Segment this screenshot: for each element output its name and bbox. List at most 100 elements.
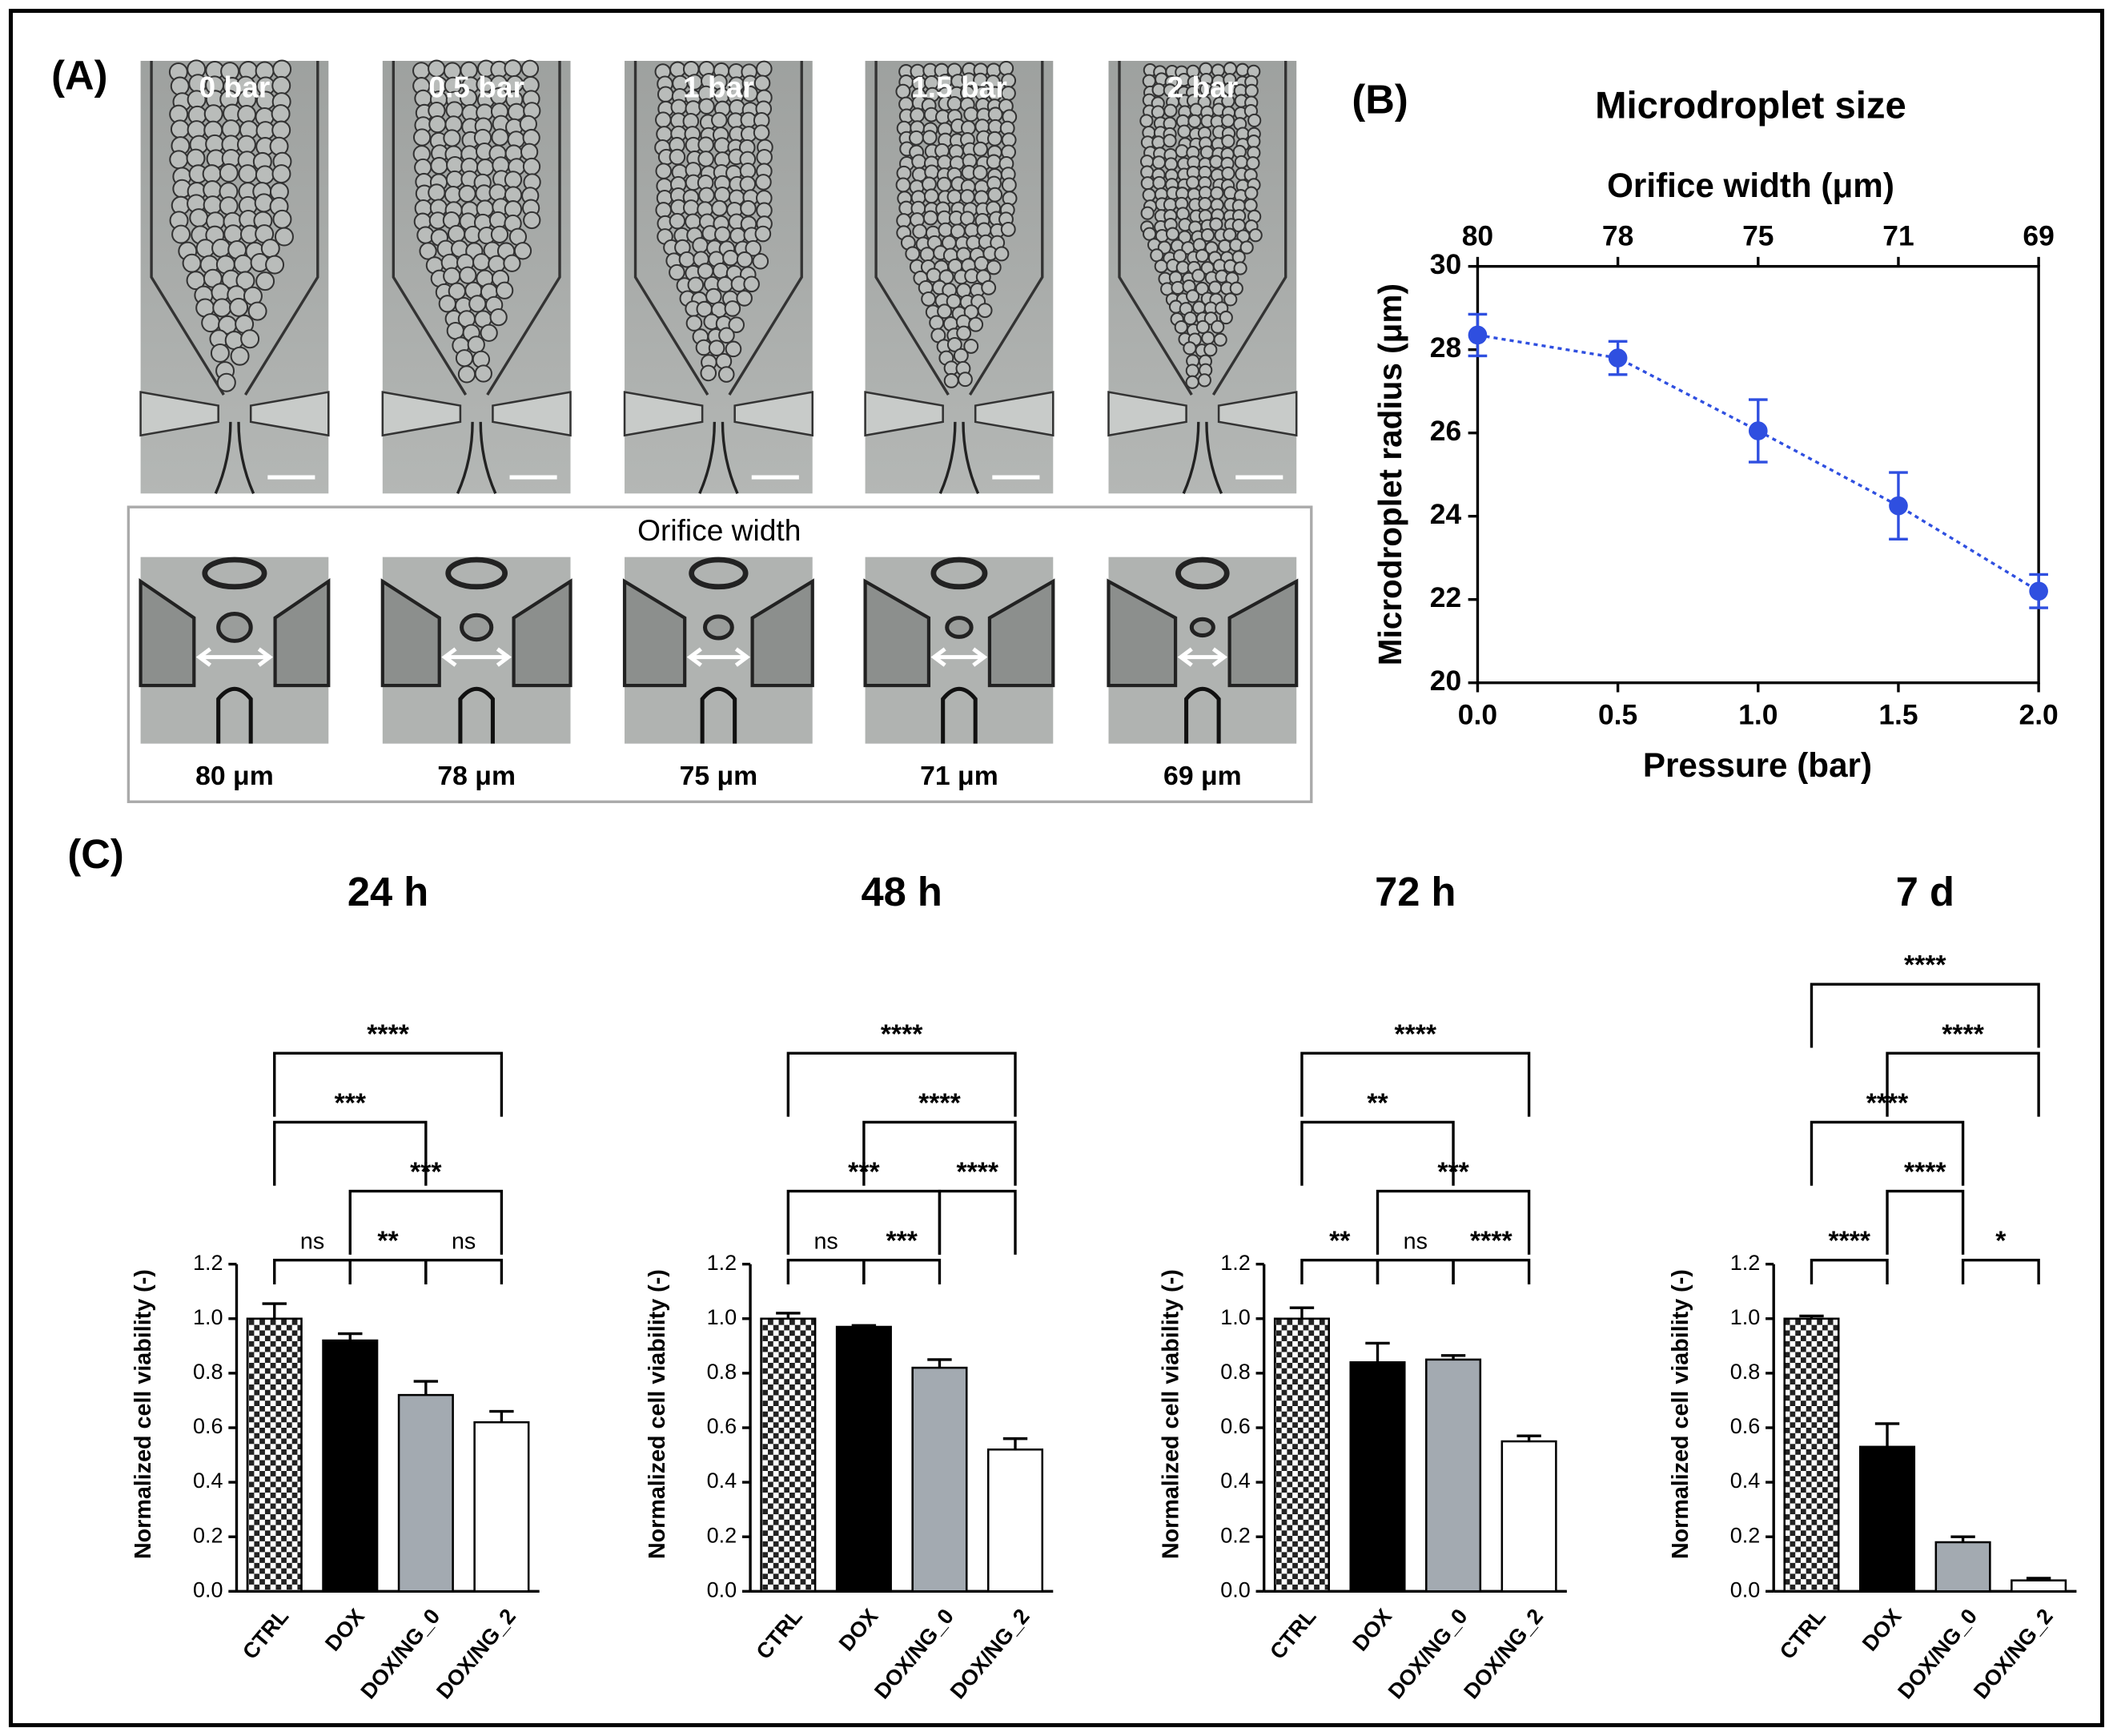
droplet <box>1151 105 1165 119</box>
y-tick-label: 1.0 <box>1730 1305 1761 1329</box>
significance-label: *** <box>335 1087 367 1118</box>
droplet <box>736 290 753 307</box>
y-tick-label: 28 <box>1430 332 1461 364</box>
droplet <box>1185 364 1199 378</box>
droplet <box>711 111 728 129</box>
droplet <box>972 165 988 181</box>
droplet <box>678 251 696 268</box>
y-tick-label: 0.8 <box>1220 1360 1251 1384</box>
y-tick-label: 0.0 <box>1730 1577 1761 1601</box>
droplet <box>272 209 292 229</box>
width-arrow <box>930 647 988 667</box>
droplet <box>1244 83 1259 98</box>
droplet <box>938 222 954 238</box>
droplet <box>447 224 466 243</box>
channel-outline <box>392 61 561 396</box>
closeup-walls <box>863 578 1055 688</box>
bar <box>1934 1541 1991 1593</box>
significance-label: **** <box>1828 1226 1870 1256</box>
droplet <box>1151 82 1166 97</box>
droplet <box>685 213 701 231</box>
droplet <box>963 106 979 123</box>
droplet <box>430 156 448 175</box>
inset-title: Orifice width <box>637 513 801 547</box>
droplet <box>697 136 714 154</box>
droplet <box>255 165 275 185</box>
droplet <box>1209 217 1223 231</box>
micrograph <box>623 60 814 494</box>
closeup-droplet <box>702 614 734 641</box>
droplet <box>455 349 474 368</box>
droplet <box>219 163 239 183</box>
closeup-nozzle <box>700 686 737 744</box>
orifice-closeup <box>1107 557 1299 744</box>
droplet <box>1183 341 1197 356</box>
orifice-closeup <box>622 557 814 744</box>
bar <box>397 1393 454 1593</box>
droplet <box>1187 114 1202 128</box>
chart-title: 48 h <box>862 869 942 914</box>
bar <box>911 1366 968 1593</box>
closeup-walls <box>1107 578 1299 688</box>
bar <box>1858 1445 1916 1593</box>
y-tick-label: 0.4 <box>1220 1469 1251 1493</box>
significance-label: ** <box>1367 1087 1388 1118</box>
droplet <box>1163 134 1177 148</box>
droplet <box>937 303 953 319</box>
closeup-droplet <box>445 557 508 590</box>
droplet <box>968 316 984 332</box>
droplet <box>714 226 731 243</box>
droplet <box>739 175 757 193</box>
droplet <box>210 343 230 363</box>
side-channel <box>623 391 814 437</box>
droplet <box>459 266 477 284</box>
droplet <box>912 223 928 239</box>
y-tick-label: 0.4 <box>193 1469 223 1493</box>
droplet <box>171 224 191 244</box>
significance-label: ns <box>1404 1228 1428 1254</box>
droplet <box>1221 114 1235 128</box>
droplet <box>1199 145 1215 159</box>
significance-bracket <box>1886 1051 2040 1117</box>
closeup-walls <box>139 578 331 688</box>
droplet <box>235 271 255 291</box>
droplet <box>700 364 717 382</box>
x-tick-label: 2.0 <box>2019 698 2059 730</box>
droplet <box>656 126 673 143</box>
significance-label: **** <box>881 1019 923 1049</box>
droplet <box>169 150 189 170</box>
y-tick-label: 1.2 <box>707 1251 737 1275</box>
droplet <box>1235 62 1250 77</box>
droplet <box>1221 166 1235 181</box>
droplet <box>1247 113 1262 128</box>
droplet <box>987 187 1003 203</box>
droplet <box>685 315 703 332</box>
droplet <box>718 327 735 344</box>
side-channel <box>864 391 1054 437</box>
orifice-width-label: 69 μm <box>1163 761 1242 791</box>
droplet <box>1001 177 1017 193</box>
droplet <box>1142 74 1156 88</box>
droplet <box>698 98 715 115</box>
y-tick-label: 0.6 <box>193 1414 223 1438</box>
droplet <box>754 225 772 243</box>
droplet <box>446 321 464 340</box>
droplet <box>736 251 753 268</box>
droplet <box>929 315 945 331</box>
y-tick-label: 22 <box>1430 581 1461 613</box>
droplet <box>655 111 672 128</box>
droplet <box>756 148 773 166</box>
significance-bracket <box>273 1120 428 1186</box>
pressure-label: 1 bar <box>683 70 754 103</box>
droplet <box>203 195 223 215</box>
droplet <box>520 143 539 161</box>
droplet <box>1208 83 1223 98</box>
droplet <box>1142 187 1156 203</box>
droplet <box>1208 280 1223 295</box>
droplet <box>480 323 498 342</box>
droplet <box>669 212 686 230</box>
significance-bracket <box>1300 1120 1455 1186</box>
y-tick-label: 0.0 <box>1220 1577 1251 1601</box>
droplet <box>1201 331 1215 345</box>
y-tick-label: 0.2 <box>1730 1523 1761 1547</box>
